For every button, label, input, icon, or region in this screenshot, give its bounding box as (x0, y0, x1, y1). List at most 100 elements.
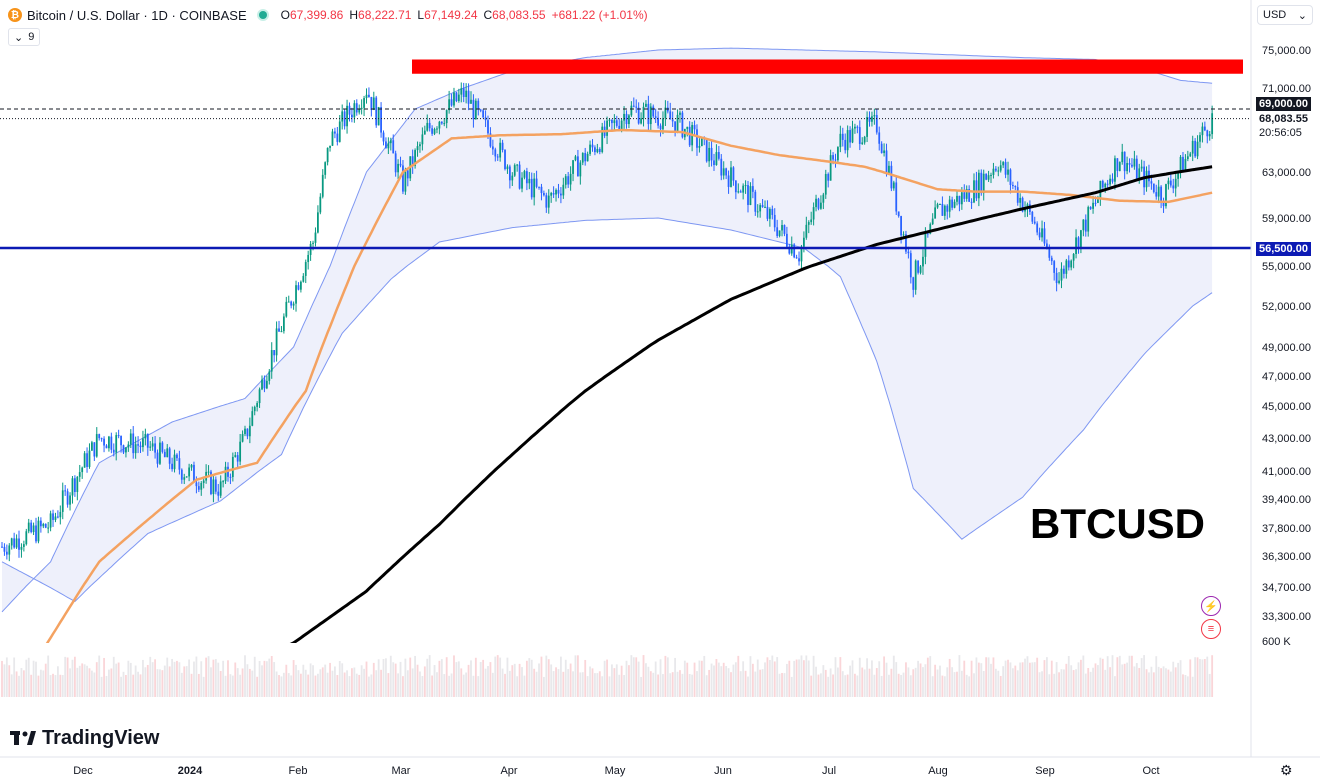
candle-body (657, 117, 659, 126)
candle-body (10, 538, 13, 546)
candle-body (137, 444, 139, 446)
candle-body (686, 126, 689, 129)
volume-bar (615, 664, 618, 697)
tradingview-logo[interactable]: TradingView (10, 727, 159, 750)
volume-bar (511, 665, 514, 697)
volume-bar (929, 656, 932, 697)
volume-bar (829, 668, 832, 697)
volume-bar (1046, 657, 1048, 697)
settings-gear-icon[interactable]: ⚙ (1280, 762, 1293, 778)
volume-bar (939, 665, 941, 697)
candle-body (749, 186, 752, 205)
candle-body (698, 146, 701, 148)
candle-body (722, 168, 725, 176)
volume-bar (703, 655, 706, 697)
y-tick-label: 52,000.00 (1262, 301, 1311, 313)
volume-bar (560, 656, 562, 697)
candle-body (674, 121, 677, 132)
volume-bar (1031, 662, 1034, 697)
volume-bar (1024, 658, 1026, 697)
volume-bar (278, 675, 280, 697)
volume-bar (778, 673, 781, 697)
candle-body (455, 92, 458, 102)
candle-body (829, 155, 832, 181)
volume-bar (798, 659, 800, 697)
candle-body (776, 227, 779, 236)
candle-body (905, 234, 907, 252)
volume-bar (909, 675, 912, 697)
volume-bar (892, 655, 895, 697)
volume-bar (717, 662, 720, 697)
volume-bar (620, 665, 623, 697)
volume-bar (236, 668, 239, 697)
candle-body (1009, 169, 1012, 185)
volume-bar (574, 655, 577, 697)
candle-body (730, 167, 732, 187)
volume-bar (487, 665, 489, 697)
candle-body (523, 171, 526, 178)
volume-bar (234, 662, 237, 697)
volume-bar (479, 661, 482, 697)
candle-body (747, 185, 749, 205)
candle-body (873, 115, 876, 117)
volume-bar (188, 659, 191, 697)
volume-bar (897, 673, 900, 697)
candle-body (222, 481, 225, 483)
volume-bar (572, 671, 574, 697)
volume-bar (700, 660, 703, 697)
volume-bar (943, 676, 946, 697)
candle-body (939, 204, 941, 206)
candle-body (878, 132, 881, 144)
ohlc-key: L (417, 8, 425, 22)
volume-bar (803, 660, 805, 697)
volume-bar (1208, 673, 1211, 697)
volume-bar (61, 675, 64, 697)
candle-body (1094, 202, 1097, 204)
volume-bar (76, 667, 79, 697)
volume-bar (518, 663, 521, 697)
candle-body (613, 120, 616, 124)
candle-body (555, 189, 557, 195)
volume-bar (788, 660, 791, 697)
candle-body (59, 511, 62, 518)
indicator-toggle[interactable]: ⌄ 9 (8, 28, 41, 46)
candle-body (1157, 186, 1160, 197)
currency-value: USD (1263, 9, 1287, 21)
volume-bar (613, 668, 616, 697)
volume-bar (1033, 662, 1036, 697)
candle-body (785, 233, 788, 247)
x-tick-label: Jul (822, 765, 836, 777)
volume-bar (598, 671, 601, 697)
candle-body (598, 149, 601, 152)
candle-body (117, 435, 120, 437)
candle-body (1011, 184, 1014, 187)
candle-body (1169, 180, 1172, 186)
candle-body (122, 445, 125, 453)
volume-bar (764, 662, 766, 697)
lightning-icon[interactable]: ⚡ (1201, 596, 1221, 616)
candle-body (1070, 260, 1073, 268)
candle-body (74, 478, 76, 492)
candle-body (448, 99, 451, 111)
volume-bar (1155, 656, 1158, 697)
candle-body (960, 192, 963, 205)
candle-body (229, 476, 232, 478)
candle-body (392, 140, 395, 154)
ohlc-key: C (483, 8, 493, 22)
volume-bar (222, 660, 225, 697)
volume-bar (977, 662, 980, 697)
candle-body (1111, 178, 1114, 182)
candle-body (317, 212, 319, 233)
volume-bar (591, 668, 594, 697)
volume-bar (785, 663, 788, 697)
candle-body (1145, 170, 1148, 188)
candle-body (985, 173, 988, 180)
currency-select[interactable]: USD ⌄ (1257, 5, 1313, 25)
volume-bar (134, 665, 137, 697)
us-flag-icon[interactable]: ≡ (1201, 619, 1221, 639)
candle-body (134, 444, 137, 454)
candle-body (49, 513, 52, 528)
symbol-title[interactable]: Bitcoin / U.S. Dollar · 1D · COINBASE (27, 7, 247, 23)
candle-body (1033, 221, 1036, 224)
